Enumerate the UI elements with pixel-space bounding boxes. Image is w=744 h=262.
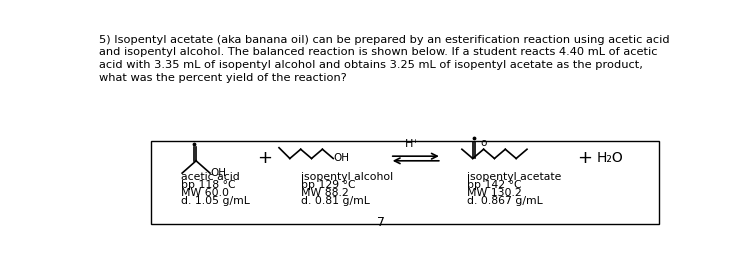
Text: isopentyl alcohol: isopentyl alcohol	[301, 172, 393, 182]
Text: OH: OH	[210, 168, 226, 178]
Text: isopentyl acetate: isopentyl acetate	[466, 172, 561, 182]
Text: +: +	[257, 150, 272, 167]
Text: bp 118 °C: bp 118 °C	[181, 180, 235, 190]
Text: d. 0.867 g/mL: d. 0.867 g/mL	[466, 196, 542, 206]
Text: MW 88.2: MW 88.2	[301, 188, 348, 198]
Text: bp 142 °C: bp 142 °C	[466, 180, 522, 190]
Text: o: o	[481, 139, 487, 149]
Text: MW 60.0: MW 60.0	[181, 188, 228, 198]
Text: +: +	[577, 150, 591, 167]
Text: d. 1.05 g/mL: d. 1.05 g/mL	[181, 196, 249, 206]
Text: 5) Isopentyl acetate (aka banana oil) can be prepared by an esterification react: 5) Isopentyl acetate (aka banana oil) ca…	[99, 35, 670, 83]
Text: acetic acid: acetic acid	[181, 172, 240, 182]
Text: OH: OH	[333, 154, 349, 163]
Text: bp 129 °C: bp 129 °C	[301, 180, 356, 190]
Text: H⁺: H⁺	[405, 139, 419, 149]
FancyBboxPatch shape	[151, 141, 658, 224]
Text: 7: 7	[377, 216, 385, 228]
Text: H₂O: H₂O	[597, 151, 623, 166]
Text: MW 130.2: MW 130.2	[466, 188, 522, 198]
Text: d. 0.81 g/mL: d. 0.81 g/mL	[301, 196, 370, 206]
